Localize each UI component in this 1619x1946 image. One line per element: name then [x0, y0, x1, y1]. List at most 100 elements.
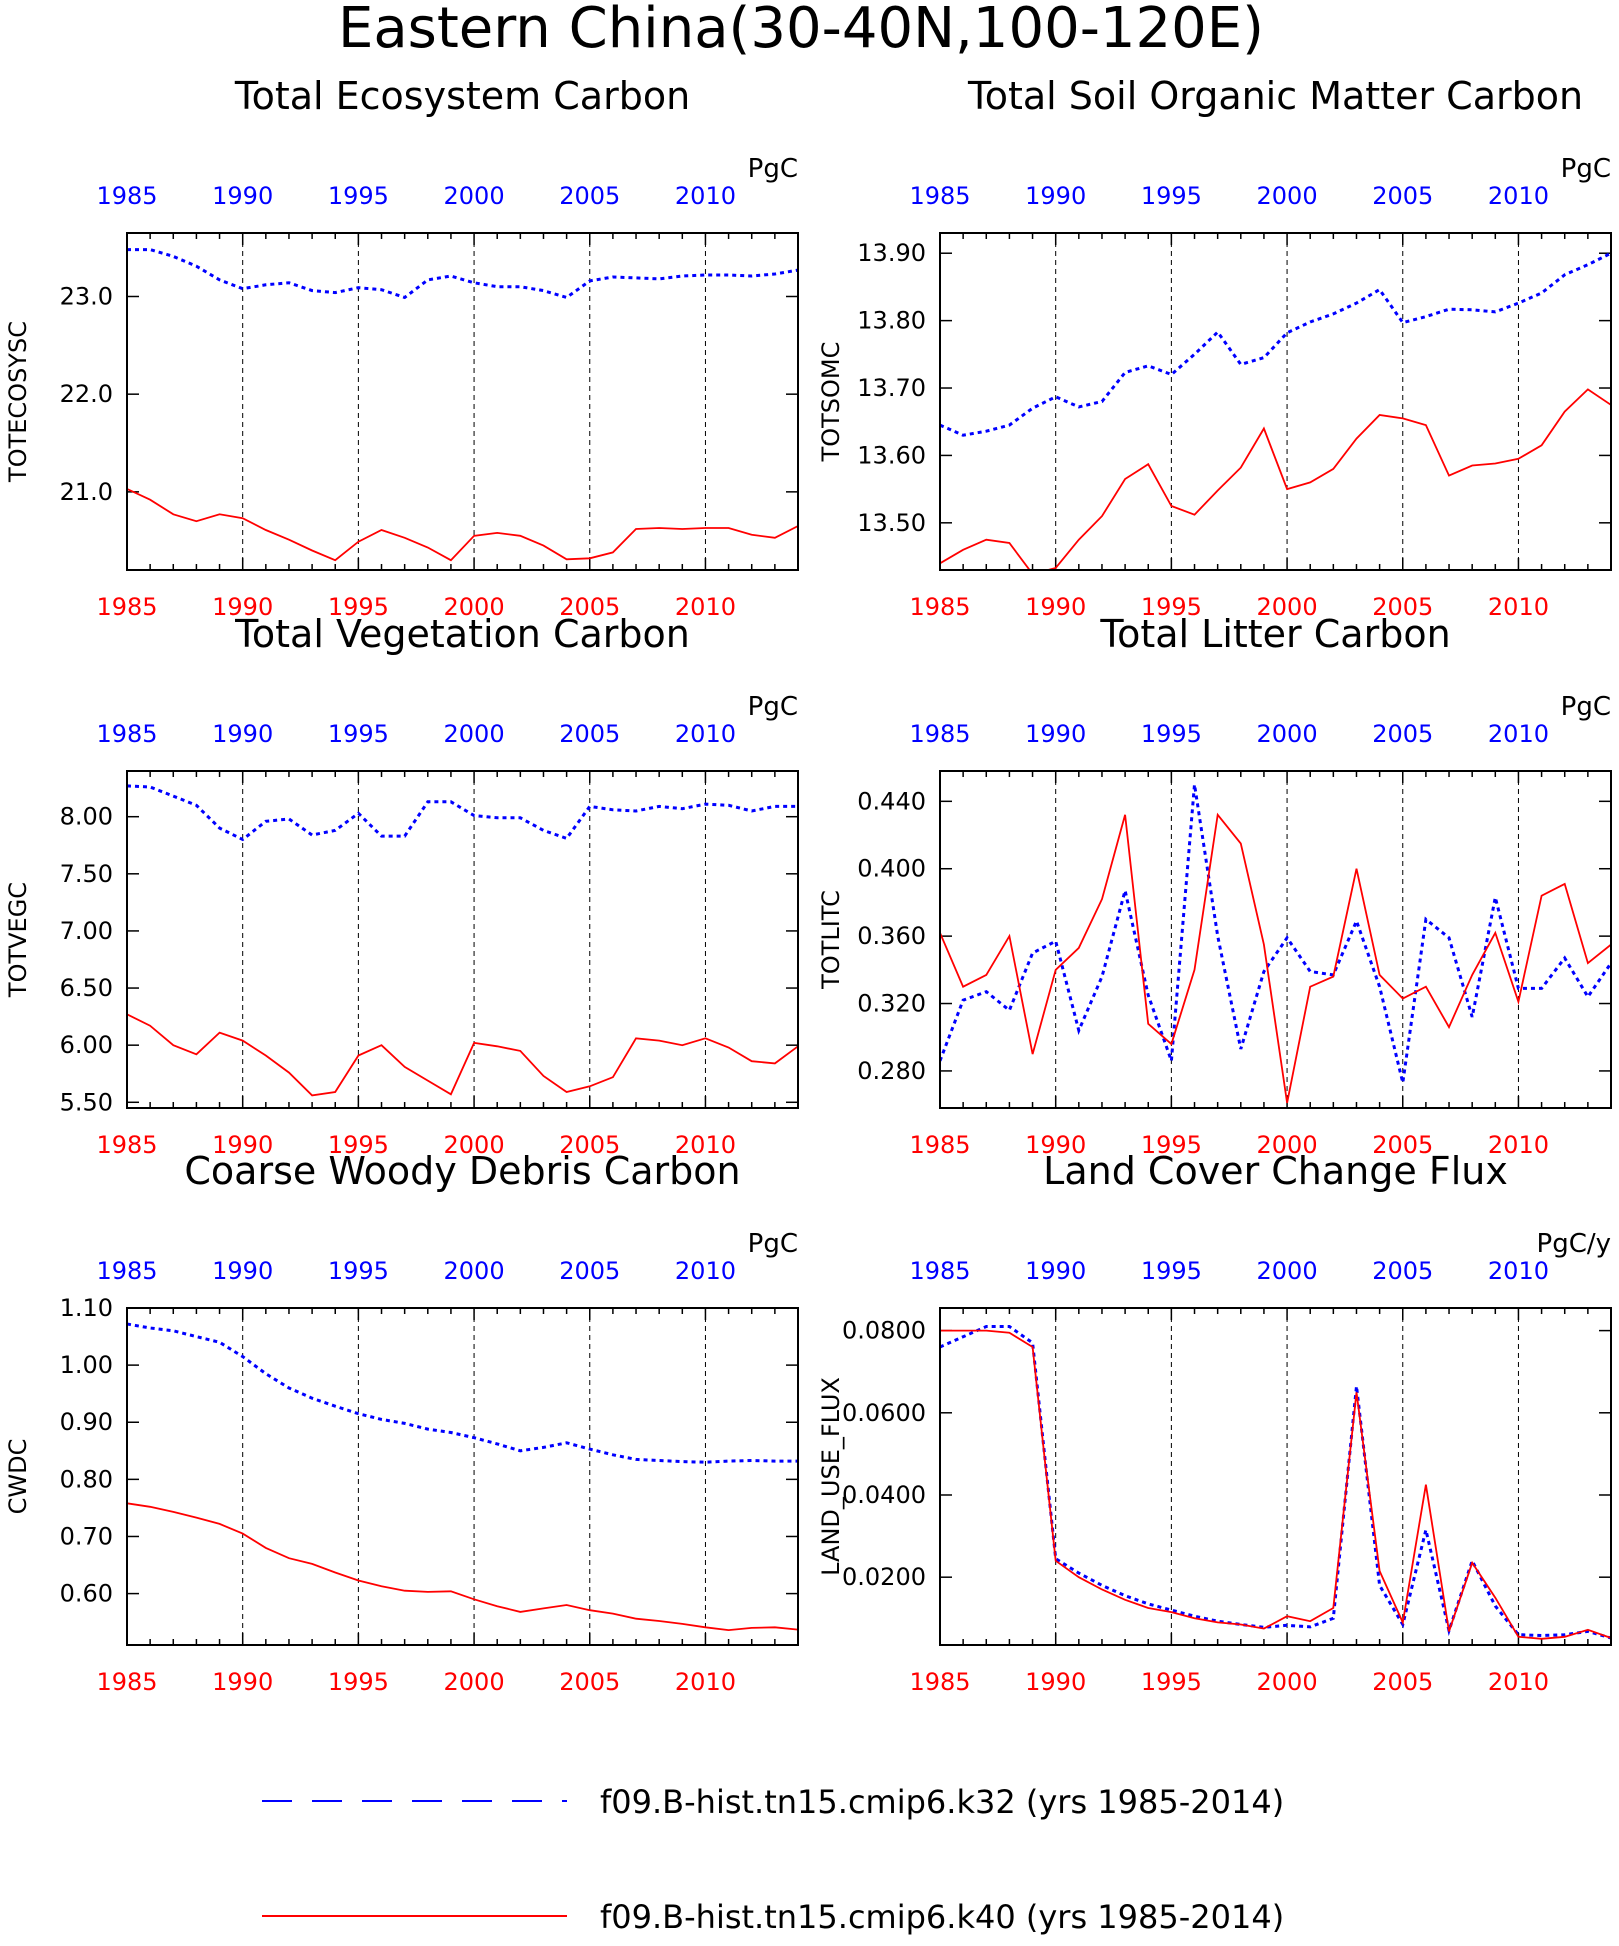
y-axis-label: TOTVEGC: [4, 882, 32, 998]
y-tick-label: 13.70: [857, 374, 926, 402]
panel-title: Land Cover Change Flux: [1043, 1149, 1508, 1193]
x-tick-label-bottom: 1995: [328, 1668, 389, 1696]
panel-coarse-woody-debris-carbon: Coarse Woody Debris Carbon PgC CWDC 1985 198…: [4, 1149, 799, 1696]
y-tick-label: 22.0: [60, 380, 113, 408]
series-line-k32: [127, 248, 798, 300]
y-tick-label: 7.50: [60, 860, 113, 888]
y-axis-label: LAND_USE_FLUX: [817, 1377, 845, 1576]
x-tick-label-top: 1990: [212, 182, 273, 210]
x-tick-label-bottom: 1985: [909, 593, 970, 621]
x-tick-label-bottom: 2000: [1257, 1131, 1318, 1159]
y-tick-label: 0.0800: [842, 1317, 926, 1345]
x-tick-label-bottom: 2005: [1372, 593, 1433, 621]
plot-frame: [126, 770, 799, 1109]
x-tick-label-bottom: 2000: [1257, 593, 1318, 621]
y-tick-label: 7.00: [60, 917, 113, 945]
x-tick-label-top: 2000: [1257, 182, 1318, 210]
x-tick-label-top: 2010: [675, 720, 736, 748]
x-tick-label-bottom: 2010: [675, 1668, 736, 1696]
y-tick-label: 13.90: [857, 239, 926, 267]
x-tick-label-bottom: 2005: [559, 1668, 620, 1696]
x-tick-label-top: 2005: [559, 720, 620, 748]
y-tick-label: 6.50: [60, 974, 113, 1002]
x-tick-label-bottom: 1985: [96, 593, 157, 621]
x-tick-label-bottom: 1990: [212, 593, 273, 621]
x-tick-label-top: 1990: [212, 720, 273, 748]
panel-total-litter-carbon: Total Litter Carbon PgC TOTLITC 1985 1985 199…: [817, 612, 1612, 1159]
y-tick-label: 21.0: [60, 478, 113, 506]
y-axis-label: TOTLITC: [817, 890, 845, 990]
y-tick-label: 0.280: [857, 1057, 926, 1085]
x-tick-label-bottom: 2010: [1488, 1131, 1549, 1159]
x-tick-label-top: 2000: [1257, 720, 1318, 748]
figure-title: Eastern China(30-40N,100-120E): [338, 0, 1264, 61]
y-tick-label: 13.60: [857, 441, 926, 469]
x-tick-label-top: 2005: [1372, 182, 1433, 210]
y-tick-label: 0.60: [60, 1580, 113, 1608]
x-tick-label-top: 2010: [1488, 720, 1549, 748]
x-tick-label-bottom: 1985: [909, 1668, 970, 1696]
y-tick-label: 0.400: [857, 855, 926, 883]
x-tick-label-bottom: 1990: [1025, 1131, 1086, 1159]
panel-title: Total Ecosystem Carbon: [234, 74, 690, 118]
x-tick-label-top: 2005: [1372, 720, 1433, 748]
x-tick-label-bottom: 2010: [675, 593, 736, 621]
x-tick-label-bottom: 1985: [909, 1131, 970, 1159]
x-tick-label-bottom: 2005: [559, 593, 620, 621]
y-axis-label: TOTECOSYSC: [4, 321, 32, 483]
legend-label-k40: f09.B-hist.tn15.cmip6.k40 (yrs 1985-2014…: [600, 1898, 1284, 1936]
plot-frame: [939, 232, 1612, 571]
x-tick-label-bottom: 1990: [212, 1668, 273, 1696]
series-line-k32: [127, 784, 798, 842]
x-tick-label-bottom: 2005: [1372, 1668, 1433, 1696]
series-line-k40: [127, 1502, 798, 1632]
x-tick-label-top: 1985: [96, 1257, 157, 1285]
units-label: PgC: [748, 154, 798, 184]
panel-title: Total Vegetation Carbon: [234, 612, 690, 656]
x-tick-label-top: 1985: [96, 720, 157, 748]
series-line-k40: [940, 812, 1611, 1104]
plot-frame: [939, 770, 1612, 1109]
x-tick-label-top: 1985: [96, 182, 157, 210]
legend-label-k32: f09.B-hist.tn15.cmip6.k32 (yrs 1985-2014…: [600, 1783, 1284, 1821]
y-tick-label: 5.50: [60, 1088, 113, 1116]
series-line-k32: [940, 1325, 1611, 1640]
x-tick-label-bottom: 1995: [328, 593, 389, 621]
x-tick-label-bottom: 1995: [1141, 1131, 1202, 1159]
x-tick-label-top: 2005: [1372, 1257, 1433, 1285]
x-tick-label-bottom: 2000: [444, 1668, 505, 1696]
panel-title: Total Litter Carbon: [1099, 612, 1450, 656]
x-tick-label-top: 1995: [1141, 720, 1202, 748]
y-tick-label: 13.80: [857, 307, 926, 335]
units-label: PgC: [1561, 692, 1611, 722]
y-tick-label: 0.440: [857, 787, 926, 815]
x-tick-label-top: 2000: [444, 182, 505, 210]
x-tick-label-top: 2010: [1488, 182, 1549, 210]
x-tick-label-bottom: 1995: [1141, 1668, 1202, 1696]
units-label: PgC: [748, 692, 798, 722]
x-tick-label-top: 1990: [212, 1257, 273, 1285]
x-tick-label-bottom: 2000: [1257, 1668, 1318, 1696]
x-tick-label-top: 1995: [328, 720, 389, 748]
y-axis-label: CWDC: [4, 1439, 32, 1515]
x-tick-label-bottom: 2000: [444, 593, 505, 621]
x-tick-label-bottom: 2000: [444, 1131, 505, 1159]
x-tick-label-bottom: 2010: [1488, 1668, 1549, 1696]
series-line-k40: [940, 1329, 1611, 1640]
series-line-k40: [127, 488, 798, 562]
units-label: PgC: [748, 1229, 798, 1259]
y-tick-label: 6.00: [60, 1031, 113, 1059]
x-tick-label-top: 1990: [1025, 182, 1086, 210]
x-tick-label-bottom: 1990: [212, 1131, 273, 1159]
x-tick-label-bottom: 2005: [1372, 1131, 1433, 1159]
y-tick-label: 0.360: [857, 922, 926, 950]
x-tick-label-top: 1995: [1141, 182, 1202, 210]
x-tick-label-top: 1985: [909, 1257, 970, 1285]
y-tick-label: 1.10: [60, 1294, 113, 1322]
x-tick-label-bottom: 1985: [96, 1131, 157, 1159]
x-tick-label-top: 2000: [1257, 1257, 1318, 1285]
x-tick-label-top: 2010: [675, 182, 736, 210]
x-tick-label-top: 1995: [1141, 1257, 1202, 1285]
y-tick-label: 1.00: [60, 1351, 113, 1379]
y-tick-label: 0.0200: [842, 1563, 926, 1591]
